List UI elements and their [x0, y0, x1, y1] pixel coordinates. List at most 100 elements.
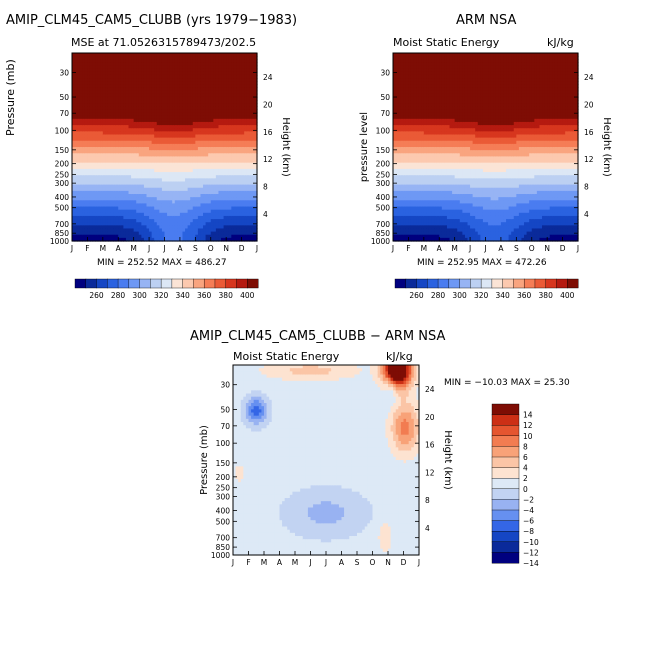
model-field-cell [120, 194, 124, 198]
model-field-cell [226, 128, 230, 132]
model-field-cell [154, 203, 158, 208]
model-field-cell [179, 209, 184, 214]
model-ytick-label: 300 [55, 179, 70, 188]
model-field-cell [169, 153, 173, 157]
model-field-cell [136, 140, 140, 145]
model-field-cell [241, 96, 245, 101]
model-field-cell [95, 231, 99, 236]
model-field-cell [200, 159, 204, 164]
model-field-cell [107, 209, 112, 214]
model-field-cell [89, 197, 94, 201]
model-field-cell [200, 137, 204, 142]
model-field-cell [210, 128, 214, 132]
model-field-cell [92, 71, 96, 76]
model-field-cell [174, 87, 178, 92]
model-field-cell [231, 109, 235, 114]
model-field-cell [125, 225, 130, 230]
model-field-cell [161, 90, 166, 95]
model-field-cell [92, 90, 96, 95]
model-field-cell [167, 65, 171, 70]
model-field-cell [113, 109, 117, 114]
model-field-cell [115, 112, 119, 117]
model-field-cell [84, 62, 89, 67]
obs-field-cell [393, 90, 397, 95]
model-field-cell [192, 118, 196, 123]
model-field-cell [197, 175, 202, 179]
model-field-cell [74, 150, 78, 154]
model-field-cell [120, 165, 124, 170]
obs-field-cell [403, 121, 407, 126]
model-field-cell [95, 237, 99, 242]
model-field-cell [79, 65, 83, 70]
model-field-cell [156, 109, 160, 114]
obs-field-cell [398, 90, 402, 95]
model-field-cell [239, 81, 243, 85]
model-ytick-label: 250 [55, 170, 70, 179]
model-field-cell [187, 100, 191, 104]
model-field-cell [213, 84, 217, 89]
model-field-cell [167, 200, 171, 204]
model-field-cell [125, 59, 130, 63]
model-field-cell [115, 53, 119, 57]
model-field-cell [244, 134, 248, 139]
model-field-cell [133, 159, 137, 164]
model-field-cell [244, 150, 248, 154]
model-field-cell [136, 103, 140, 107]
model-field-cell [195, 219, 199, 223]
model-field-cell [197, 234, 202, 239]
model-field-cell [138, 222, 142, 226]
obs-field-cell [403, 147, 407, 151]
model-field-cell [105, 190, 109, 195]
model-field-cell [213, 175, 217, 179]
model-field-cell [89, 131, 94, 136]
model-field-cell [84, 172, 89, 176]
model-field-cell [95, 96, 99, 101]
model-field-cell [239, 206, 243, 211]
model-field-cell [79, 134, 83, 139]
model-field-cell [107, 175, 112, 179]
model-field-cell [187, 128, 191, 132]
model-field-cell [236, 168, 240, 173]
model-field-cell [177, 231, 181, 236]
model-field-cell [131, 165, 135, 170]
model-field-cell [246, 121, 250, 126]
model-field-cell [236, 93, 240, 98]
model-field-cell [182, 156, 186, 161]
model-field-cell [210, 184, 214, 189]
model-field-cell [254, 162, 258, 167]
model-field-cell [218, 187, 222, 192]
model-field-cell [205, 71, 209, 76]
model-field-cell [169, 103, 173, 107]
model-field-cell [182, 118, 186, 123]
model-field-cell [143, 56, 148, 60]
model-field-cell [95, 84, 99, 89]
model-field-cell [254, 215, 258, 220]
model-field-cell [187, 131, 191, 136]
obs-field-cell [405, 140, 410, 145]
model-field-cell [115, 90, 119, 95]
model-field-cell [195, 215, 199, 220]
model-field-cell [190, 81, 194, 85]
obs-field-cell [395, 165, 399, 170]
model-field-cell [221, 212, 225, 217]
model-field-cell [133, 156, 137, 161]
model-field-cell [208, 150, 212, 154]
model-field-cell [141, 215, 145, 220]
model-field-cell [72, 234, 76, 239]
model-field-cell [169, 184, 173, 189]
model-field-cell [156, 115, 160, 120]
model-field-cell [154, 190, 158, 195]
model-field-cell [251, 121, 256, 126]
model-field-cell [213, 65, 217, 70]
obs-field-cell [410, 219, 415, 223]
model-field-cell [120, 71, 124, 76]
model-field-cell [233, 162, 238, 167]
model-field-cell [200, 219, 204, 223]
model-field-cell [241, 206, 245, 211]
model-field-cell [102, 159, 106, 164]
obs-field-cell [393, 137, 397, 142]
model-field-cell [200, 178, 204, 183]
obs-field-cell [393, 237, 397, 242]
obs-field-cell [410, 215, 415, 220]
model-field-cell [169, 84, 173, 89]
